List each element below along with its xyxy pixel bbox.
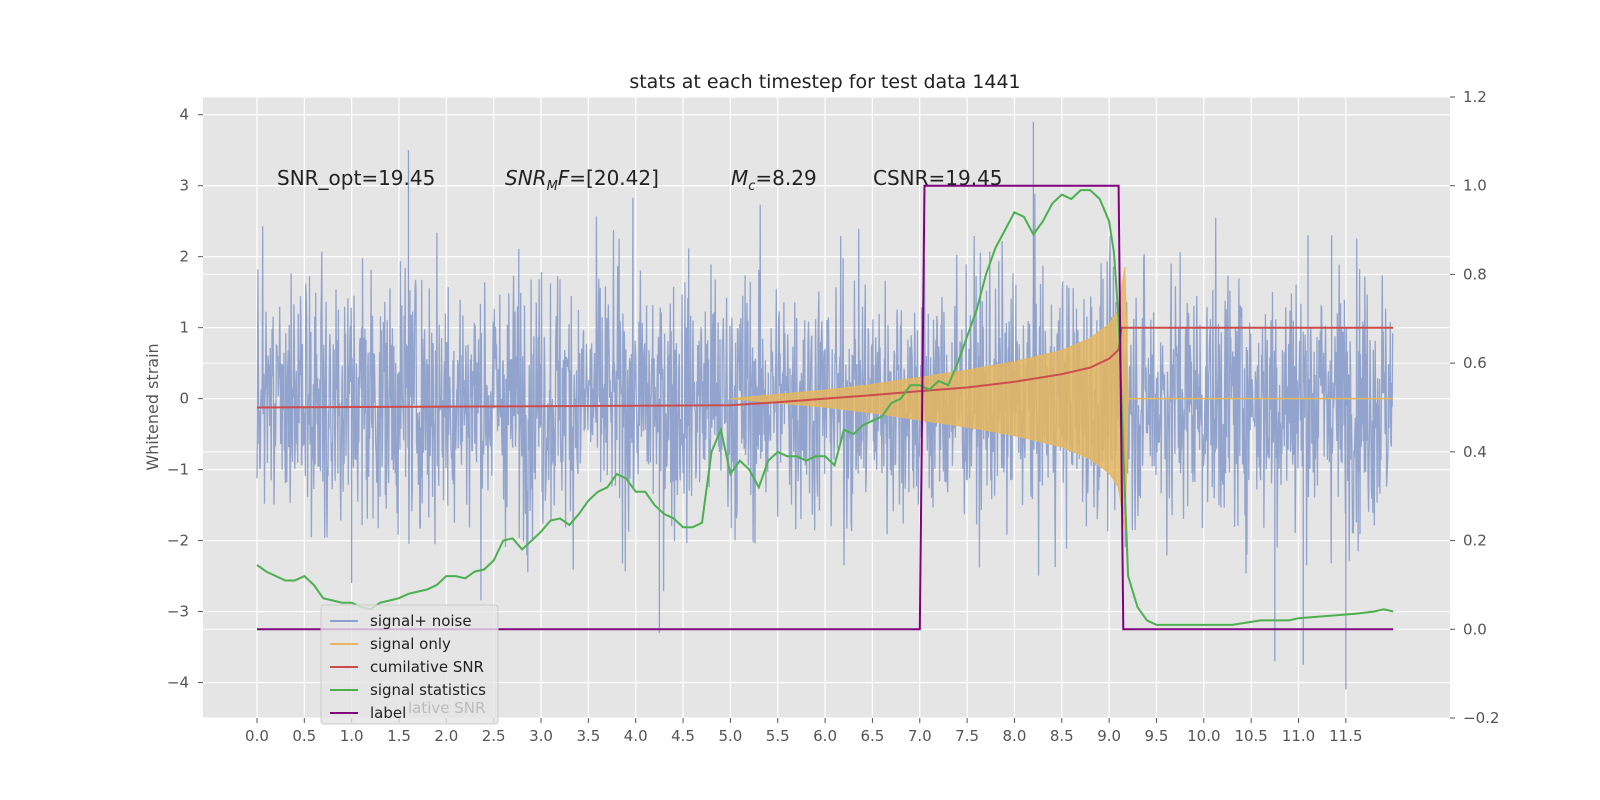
x-tick-label: 4.0 — [624, 727, 648, 745]
y-tick-label: −1 — [167, 461, 189, 479]
series-cumilative-snr — [256, 326, 1394, 409]
legend-box — [320, 604, 499, 725]
y2-tick-label: 0.0 — [1463, 620, 1487, 638]
annotation-chirp-mass: Mc=8.29 — [731, 166, 817, 194]
series-signal-only — [730, 267, 1394, 531]
x-tick-label: 10.0 — [1187, 727, 1220, 745]
y2-tick-label: 1.0 — [1463, 177, 1487, 195]
chart-title: stats at each timestep for test data 144… — [629, 71, 1020, 93]
x-tick-label: 1.0 — [340, 727, 364, 745]
x-tick-label: 7.0 — [908, 727, 932, 745]
legend-label: signal statistics — [370, 681, 486, 699]
x-tick-label: 10.5 — [1234, 727, 1267, 745]
series-signal-noise — [256, 193, 1394, 601]
series-label — [257, 184, 1394, 631]
y2-tick-label: 0.4 — [1463, 443, 1487, 461]
y-tick-label: −3 — [167, 603, 189, 621]
y-tick-label: −4 — [167, 674, 189, 692]
y-tick-label: 0 — [179, 390, 189, 408]
x-tick-label: 6.0 — [813, 727, 837, 745]
x-tick-label: 0.0 — [245, 727, 269, 745]
y-axis-label: Whitened strain — [143, 343, 162, 470]
y-tick-label: −2 — [167, 532, 189, 550]
x-tick-label: 5.5 — [766, 727, 790, 745]
x-tick-label: 0.5 — [292, 727, 316, 745]
annotation-snr-mf: SNRMF=[20.42] — [505, 166, 659, 194]
x-tick-label: 9.0 — [1097, 727, 1121, 745]
x-tick-label: 3.0 — [529, 727, 553, 745]
x-tick-label: 11.0 — [1282, 727, 1315, 745]
x-tick-label: 5.0 — [718, 727, 742, 745]
y2-tick-label: 0.8 — [1463, 265, 1487, 283]
y2-tick-label: −0.2 — [1463, 709, 1499, 727]
legend-label: label — [370, 704, 406, 722]
legend: lative SNR signal+ noise signal only cumil… — [320, 604, 499, 725]
y-tick-label: 2 — [179, 248, 189, 266]
x-tick-label: 11.5 — [1329, 727, 1362, 745]
y2-tick-label: 0.6 — [1463, 354, 1487, 372]
x-tick-label: 9.5 — [1145, 727, 1169, 745]
legend-label: cumilative SNR — [370, 658, 484, 676]
x-tick-label: 8.0 — [1003, 727, 1027, 745]
y-axis-left: 4 3 2 1 0 −1 −2 −3 −4 — [167, 106, 203, 692]
annotations: SNR_opt=19.45 SNRMF=[20.42] Mc=8.29 CSNR… — [277, 166, 1003, 194]
legend-label: signal only — [370, 635, 451, 653]
series-layer — [256, 121, 1394, 690]
y-tick-label: 4 — [179, 106, 189, 124]
x-tick-label: 7.5 — [955, 727, 979, 745]
annotation-csnr: CSNR=19.45 — [873, 166, 1003, 190]
x-tick-label: 8.5 — [1050, 727, 1074, 745]
series-signal-statistics — [256, 189, 1394, 626]
y2-tick-label: 0.2 — [1463, 532, 1487, 550]
x-tick-label: 2.5 — [482, 727, 506, 745]
y-tick-label: 1 — [179, 319, 189, 337]
annotation-snr-opt: SNR_opt=19.45 — [277, 166, 435, 190]
y2-tick-label: 1.2 — [1463, 88, 1487, 106]
x-tick-label: 6.5 — [860, 727, 884, 745]
x-tick-label: 1.5 — [387, 727, 411, 745]
x-tick-label: 4.5 — [671, 727, 695, 745]
y-axis-right: 1.2 1.0 0.8 0.6 0.4 0.2 0.0 −0.2 — [1450, 88, 1499, 727]
legend-label: signal+ noise — [370, 612, 472, 630]
x-axis: 0.0 0.5 1.0 1.5 2.0 2.5 3.0 3.5 4.0 4.5 5.0 5.5 6.0 6… — [245, 718, 1363, 745]
y-tick-label: 3 — [179, 177, 189, 195]
x-tick-label: 3.5 — [576, 727, 600, 745]
legend-occluded-text: lative SNR — [408, 699, 485, 717]
x-tick-label: 2.0 — [434, 727, 458, 745]
